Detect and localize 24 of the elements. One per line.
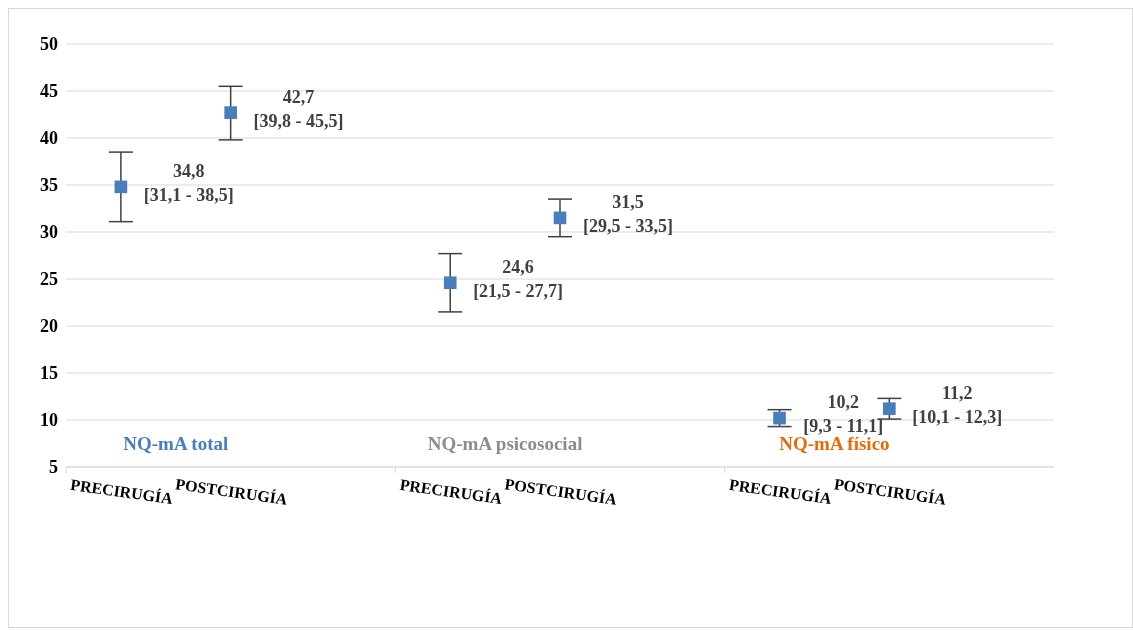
data-label: 34,8 [31,1 - 38,5] <box>143 160 234 205</box>
x-tick-label: POSTCIRUGÍA <box>503 474 619 508</box>
y-tick-label: 5 <box>49 457 58 478</box>
x-tick-label: POSTCIRUGÍA <box>174 474 290 508</box>
data-label: 31,5 [29,5 - 33,5] <box>582 191 673 236</box>
y-tick-label: 15 <box>40 363 58 384</box>
x-tick-label: PRECIRUGÍA <box>728 474 834 508</box>
data-label: 24,6 [21,5 - 27,7] <box>473 256 564 301</box>
y-tick-label: 30 <box>40 222 58 243</box>
x-tick-label: PRECIRUGÍA <box>69 474 175 508</box>
data-label: 10,2 [9,3 - 11,1] <box>803 392 884 437</box>
y-tick-label: 35 <box>40 175 58 196</box>
y-tick-label: 40 <box>40 128 58 149</box>
y-tick-label: 50 <box>40 34 58 55</box>
y-tick-label: 45 <box>40 81 58 102</box>
y-tick-label: 25 <box>40 269 58 290</box>
x-tick-label: PRECIRUGÍA <box>398 474 504 508</box>
y-tick-label: 10 <box>40 410 58 431</box>
data-label: 42,7 [39,8 - 45,5] <box>253 86 344 131</box>
y-tick-label: 20 <box>40 316 58 337</box>
x-tick-label: POSTCIRUGÍA <box>833 474 948 508</box>
annotation: NQ-mA psicosocial <box>427 433 583 455</box>
data-label: 11,2 [10,1 - 12,3] <box>912 382 1003 427</box>
annotation: NQ-mA total <box>123 433 229 455</box>
